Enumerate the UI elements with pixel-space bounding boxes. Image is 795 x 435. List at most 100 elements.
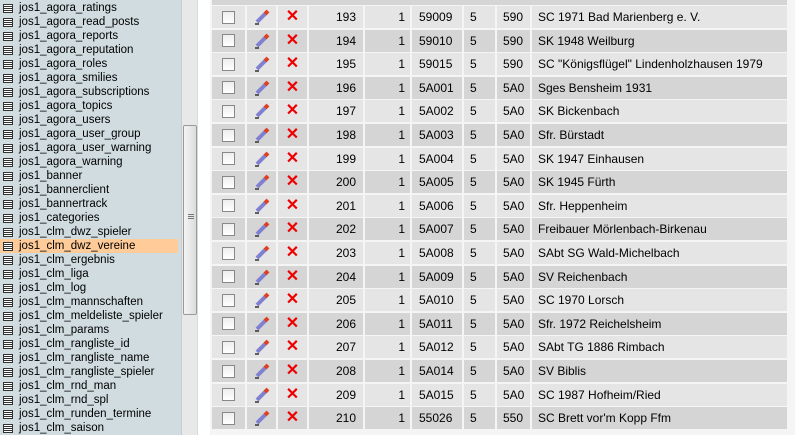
pencil-icon[interactable] — [254, 339, 270, 356]
sidebar-table-item[interactable]: jos1_clm_dwz_vereine — [0, 239, 178, 253]
delete-x-icon[interactable]: ✕ — [285, 31, 300, 49]
sidebar-table-item[interactable]: jos1_agora_roles — [0, 57, 178, 71]
row-checkbox[interactable] — [222, 222, 235, 236]
table-icon[interactable] — [3, 185, 13, 195]
table-icon[interactable] — [3, 395, 13, 405]
table-name[interactable]: jos1_bannertrack — [19, 198, 108, 210]
sidebar-table-item[interactable]: jos1_agora_users — [0, 113, 178, 127]
pencil-icon[interactable] — [254, 127, 270, 143]
table-icon[interactable] — [3, 101, 13, 111]
delete-x-icon[interactable]: ✕ — [285, 385, 300, 403]
delete-x-icon[interactable]: ✕ — [285, 126, 300, 143]
table-icon[interactable] — [3, 241, 13, 251]
table-icon[interactable] — [3, 381, 13, 391]
sidebar-table-item[interactable]: jos1_agora_reputation — [0, 43, 178, 57]
sidebar-table-item[interactable]: jos1_agora_user_group — [0, 127, 178, 141]
table-name[interactable]: jos1_clm_rangliste_spieler — [19, 366, 155, 378]
sidebar-table-item[interactable]: jos1_clm_params — [0, 323, 178, 337]
table-name[interactable]: jos1_agora_user_group — [19, 128, 141, 140]
pencil-icon[interactable] — [254, 269, 270, 285]
pencil-icon[interactable] — [254, 387, 270, 403]
row-checkbox[interactable] — [222, 388, 235, 402]
pencil-icon[interactable] — [254, 56, 270, 72]
table-name[interactable]: jos1_clm_dwz_spieler — [19, 226, 132, 238]
table-name[interactable]: jos1_clm_mannschaften — [19, 296, 144, 308]
table-icon[interactable] — [3, 409, 13, 419]
table-name[interactable]: jos1_agora_roles — [19, 58, 108, 70]
delete-x-icon[interactable]: ✕ — [285, 173, 300, 191]
delete-x-icon[interactable]: ✕ — [285, 220, 300, 238]
delete-x-icon[interactable]: ✕ — [285, 8, 300, 25]
sidebar-table-item[interactable]: jos1_agora_ratings — [0, 1, 178, 15]
row-checkbox[interactable] — [222, 411, 235, 425]
sidebar-table-item[interactable]: jos1_banner — [0, 169, 178, 183]
table-name[interactable]: jos1_clm_liga — [19, 268, 89, 280]
table-icon[interactable] — [3, 255, 13, 265]
table-icon[interactable] — [3, 157, 13, 167]
table-icon[interactable] — [3, 87, 13, 97]
table-icon[interactable] — [3, 227, 13, 237]
table-name[interactable]: jos1_agora_reputation — [19, 44, 134, 56]
sidebar-table-item[interactable]: jos1_clm_rnd_man — [0, 379, 178, 393]
delete-x-icon[interactable]: ✕ — [285, 314, 300, 332]
sidebar-table-item[interactable]: jos1_bannerclient — [0, 183, 178, 197]
scrollbar-thumb[interactable] — [183, 125, 197, 315]
table-name[interactable]: jos1_agora_read_posts — [19, 16, 140, 28]
table-name[interactable]: jos1_banner — [19, 170, 83, 182]
table-icon[interactable] — [3, 367, 13, 377]
sidebar-table-item[interactable]: jos1_agora_smilies — [0, 71, 178, 85]
pencil-icon[interactable] — [254, 151, 270, 167]
table-name[interactable]: jos1_agora_subscriptions — [19, 86, 150, 98]
sidebar-table-item[interactable]: jos1_clm_meldeliste_spieler — [0, 309, 178, 323]
sidebar-table-item[interactable]: jos1_clm_dwz_spieler — [0, 225, 178, 239]
row-checkbox[interactable] — [222, 128, 235, 142]
sidebar-table-item[interactable]: jos1_clm_rangliste_name — [0, 351, 178, 365]
row-checkbox[interactable] — [222, 317, 235, 331]
pencil-icon[interactable] — [254, 174, 270, 190]
row-checkbox[interactable] — [222, 10, 235, 24]
table-icon[interactable] — [3, 339, 13, 349]
table-name[interactable]: jos1_agora_ratings — [19, 2, 117, 14]
row-checkbox[interactable] — [222, 246, 235, 260]
table-name[interactable]: jos1_clm_params — [19, 324, 110, 336]
table-icon[interactable] — [3, 423, 13, 433]
sidebar-table-item[interactable]: jos1_agora_user_warning — [0, 141, 178, 155]
table-icon[interactable] — [3, 325, 13, 335]
table-icon[interactable] — [3, 311, 13, 321]
row-checkbox[interactable] — [222, 364, 235, 378]
table-icon[interactable] — [3, 143, 13, 153]
row-checkbox[interactable] — [222, 270, 235, 284]
delete-x-icon[interactable]: ✕ — [285, 409, 300, 427]
table-icon[interactable] — [3, 171, 13, 181]
table-icon[interactable] — [3, 269, 13, 279]
table-icon[interactable] — [3, 31, 13, 41]
delete-x-icon[interactable]: ✕ — [285, 196, 300, 214]
table-name[interactable]: jos1_agora_warning — [19, 156, 123, 168]
table-icon[interactable] — [3, 73, 13, 83]
table-name[interactable]: jos1_agora_topics — [19, 100, 113, 112]
sidebar-table-item[interactable]: jos1_clm_saison — [0, 421, 178, 435]
row-checkbox[interactable] — [222, 81, 235, 95]
table-name[interactable]: jos1_clm_runden_termine — [19, 408, 152, 420]
pencil-icon[interactable] — [254, 245, 270, 261]
pencil-icon[interactable] — [254, 316, 270, 332]
delete-x-icon[interactable]: ✕ — [285, 149, 300, 167]
row-checkbox[interactable] — [222, 34, 235, 48]
table-icon[interactable] — [3, 129, 13, 139]
row-checkbox[interactable] — [222, 340, 235, 354]
table-icon[interactable] — [3, 213, 13, 223]
delete-x-icon[interactable]: ✕ — [285, 338, 300, 356]
table-icon[interactable] — [3, 283, 13, 293]
row-checkbox[interactable] — [222, 104, 235, 118]
table-name[interactable]: jos1_agora_user_warning — [19, 142, 152, 154]
pencil-icon[interactable] — [254, 410, 270, 426]
table-name[interactable]: jos1_agora_smilies — [19, 72, 118, 84]
table-icon[interactable] — [3, 3, 13, 13]
sidebar-table-item[interactable]: jos1_agora_reports — [0, 29, 178, 43]
table-icon[interactable] — [3, 59, 13, 69]
sidebar-table-item[interactable]: jos1_clm_mannschaften — [0, 295, 178, 309]
table-icon[interactable] — [3, 45, 13, 55]
sidebar-table-item[interactable]: jos1_agora_topics — [0, 99, 178, 113]
table-name[interactable]: jos1_clm_meldeliste_spieler — [19, 310, 163, 322]
table-name[interactable]: jos1_clm_rnd_spl — [19, 394, 109, 406]
